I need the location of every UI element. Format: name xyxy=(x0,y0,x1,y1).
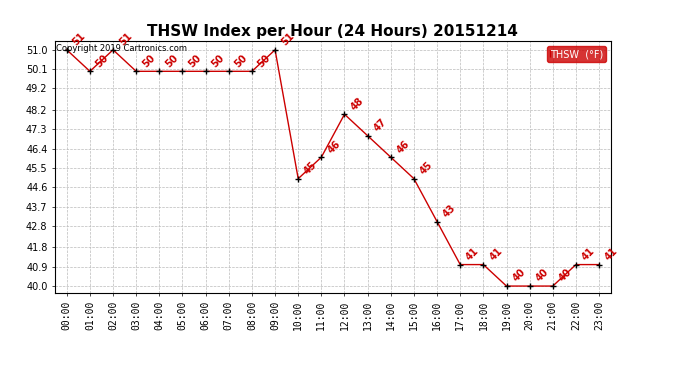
Text: 40: 40 xyxy=(557,267,573,284)
Text: 41: 41 xyxy=(464,246,481,262)
Title: THSW Index per Hour (24 Hours) 20151214: THSW Index per Hour (24 Hours) 20151214 xyxy=(148,24,518,39)
Text: 50: 50 xyxy=(94,53,110,69)
Text: 50: 50 xyxy=(256,53,273,69)
Text: 40: 40 xyxy=(511,267,527,284)
Text: 51: 51 xyxy=(71,31,88,48)
Text: 50: 50 xyxy=(210,53,226,69)
Legend: THSW  (°F): THSW (°F) xyxy=(546,46,606,62)
Text: 41: 41 xyxy=(603,246,620,262)
Text: 45: 45 xyxy=(418,160,435,177)
Text: 51: 51 xyxy=(279,31,296,48)
Text: 46: 46 xyxy=(395,138,411,155)
Text: 50: 50 xyxy=(140,53,157,69)
Text: Copyright 2019 Cartronics.com: Copyright 2019 Cartronics.com xyxy=(57,44,187,53)
Text: 46: 46 xyxy=(326,138,342,155)
Text: 40: 40 xyxy=(534,267,551,284)
Text: 50: 50 xyxy=(187,53,204,69)
Text: 41: 41 xyxy=(488,246,504,262)
Text: 43: 43 xyxy=(441,203,458,219)
Text: 51: 51 xyxy=(117,31,134,48)
Text: 41: 41 xyxy=(580,246,597,262)
Text: 50: 50 xyxy=(233,53,250,69)
Text: 45: 45 xyxy=(302,160,319,177)
Text: 48: 48 xyxy=(348,95,366,112)
Text: 50: 50 xyxy=(164,53,180,69)
Text: 47: 47 xyxy=(372,117,388,134)
